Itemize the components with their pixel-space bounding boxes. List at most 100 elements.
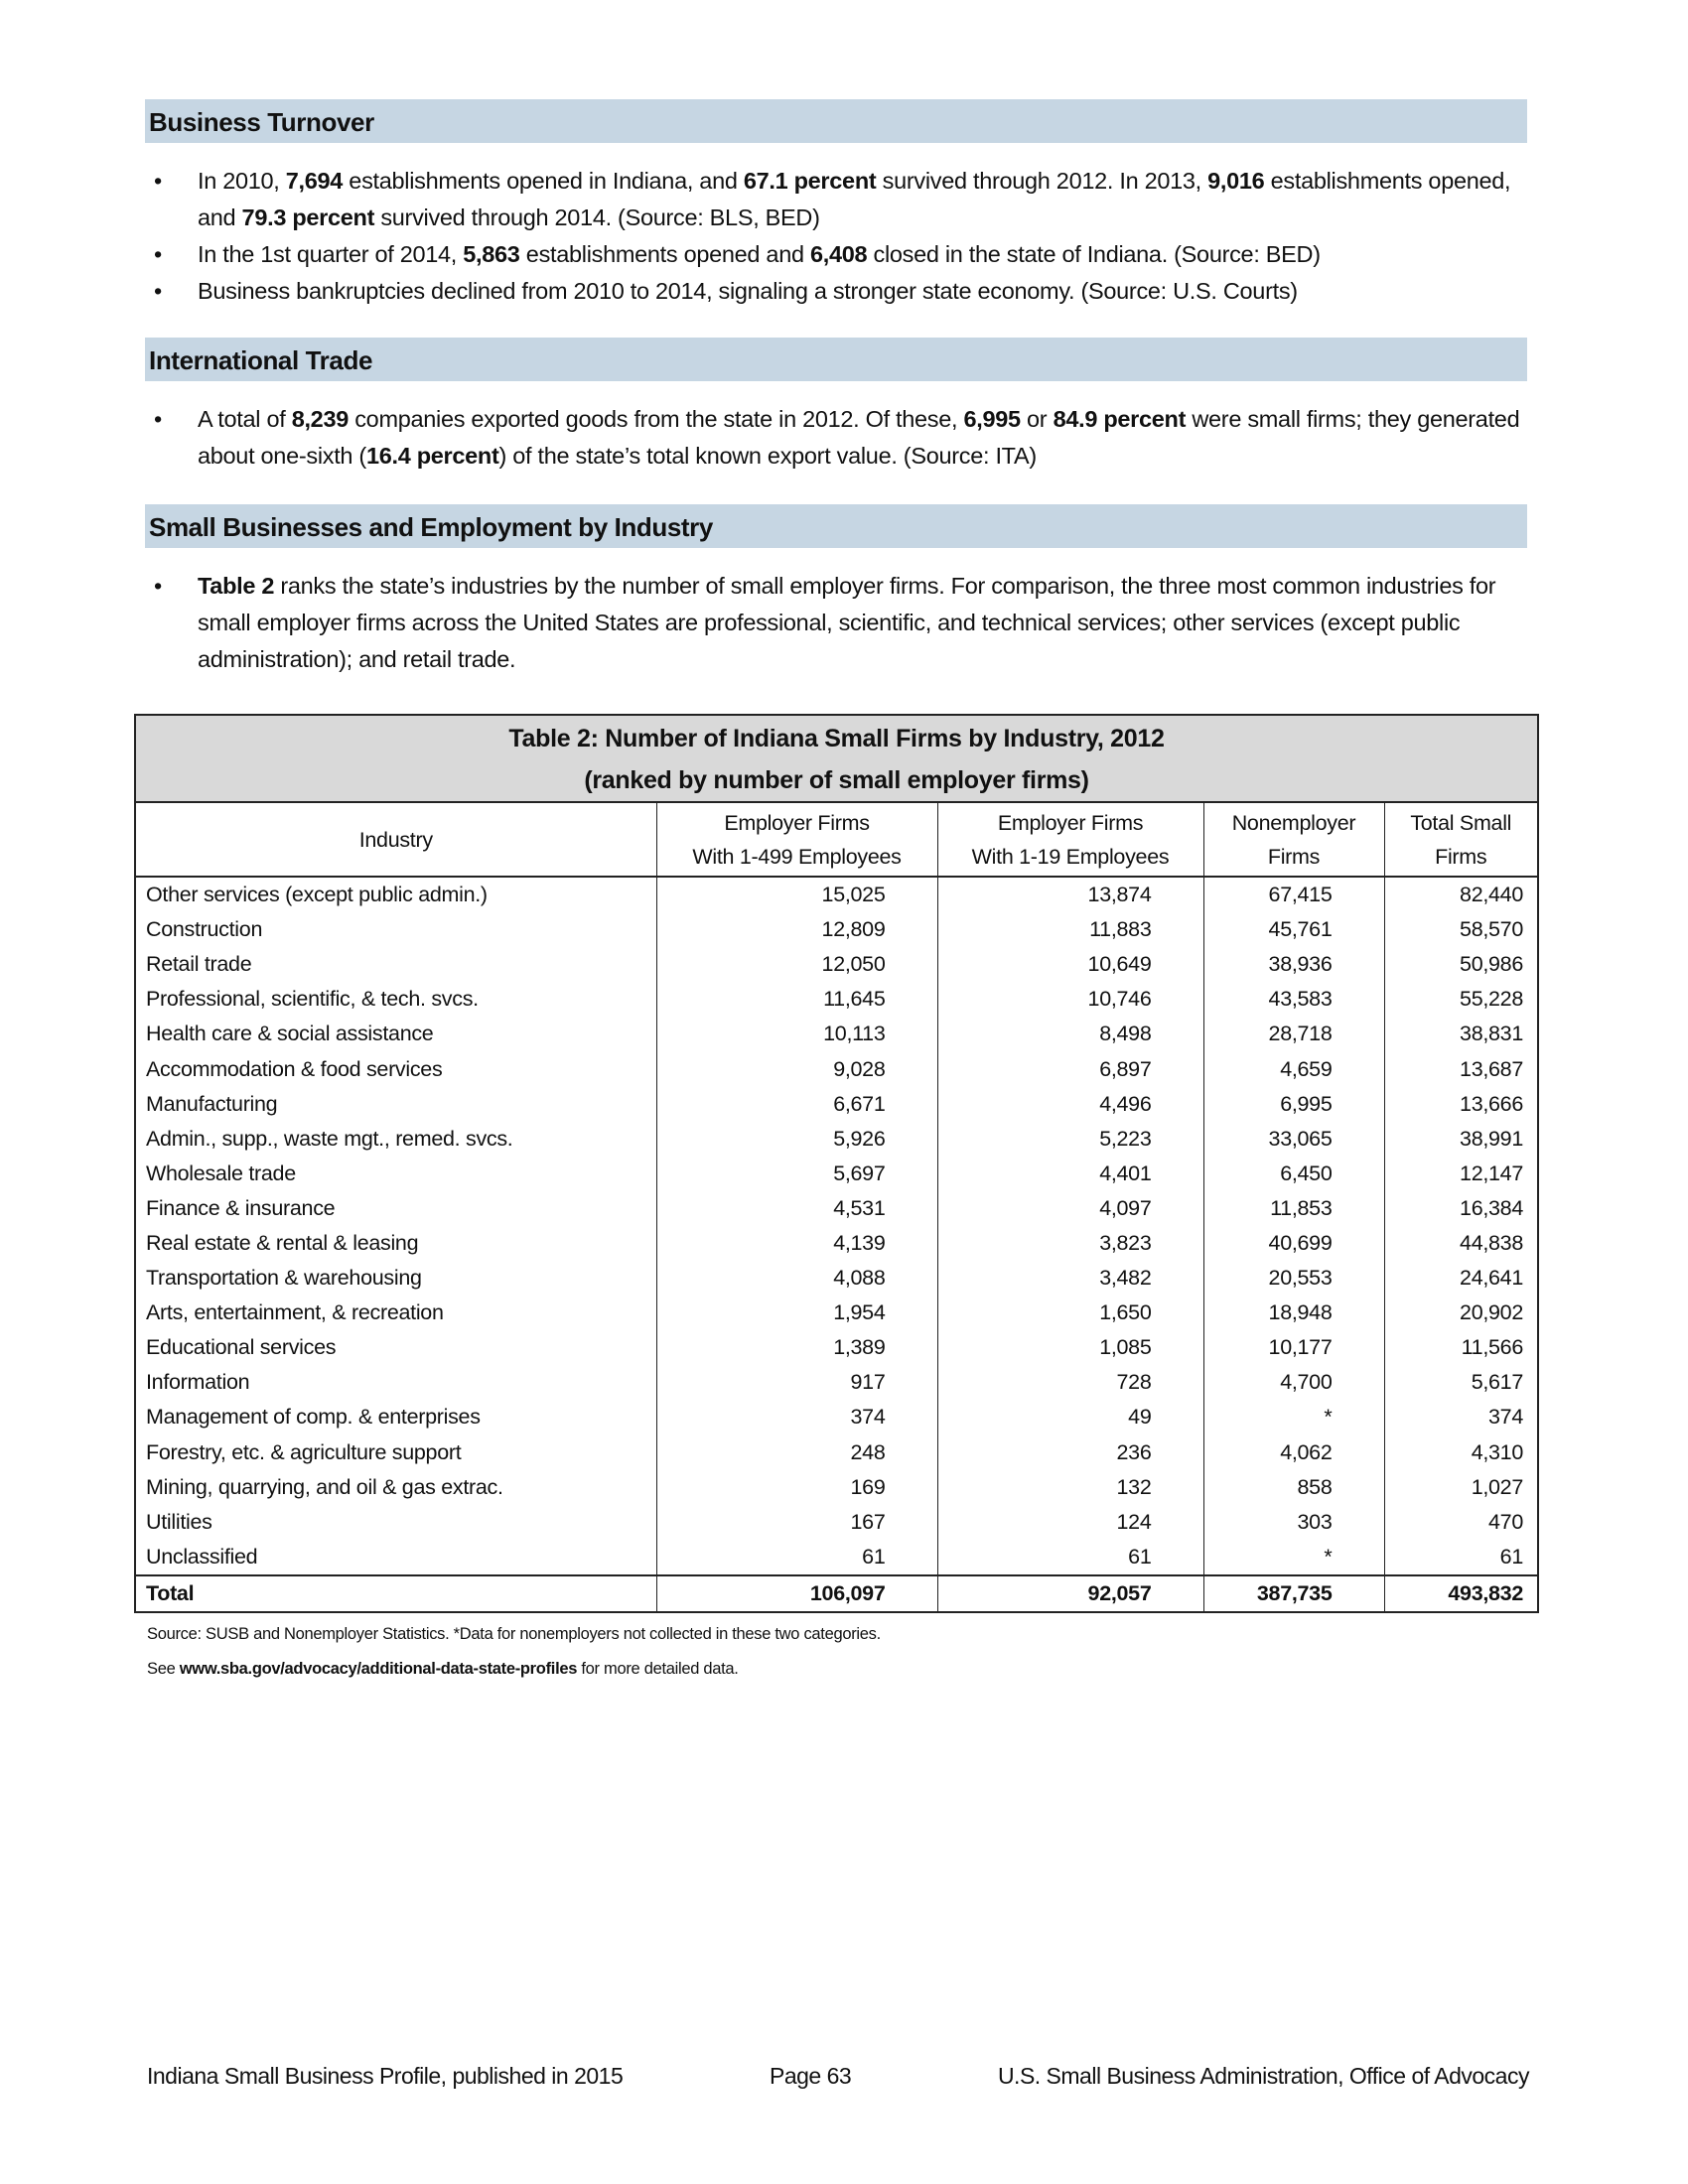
header-line: Total Small	[1410, 810, 1512, 835]
section-heading-industry: Small Businesses and Employment by Indus…	[145, 504, 1527, 548]
column-header: Employer Firms With 1-19 Employees	[936, 803, 1203, 878]
table-row: Health care & social assistance 10,113 8,4…	[136, 1017, 1537, 1052]
table-row: Educational services 1,389 1,085 10,177 11,5…	[136, 1330, 1537, 1366]
cell-value: 33,065	[1202, 1121, 1384, 1157]
cell-value: 5,617	[1383, 1365, 1537, 1401]
bullet-item: • In the 1st quarter of 2014, 5,863 estab…	[154, 236, 1534, 273]
text-run: were small firms; they generated about o…	[198, 406, 1520, 469]
section-heading-international-trade: International Trade	[145, 338, 1527, 381]
heading-text: Business Turnover	[149, 107, 374, 137]
industry-name: Mining, quarrying, and oil & gas extrac.	[146, 1474, 503, 1499]
table-row: Wholesale trade 5,697 4,401 6,450 12,147	[136, 1156, 1537, 1191]
bullet-text: In 2010, 7,694 establishments opened in …	[198, 163, 1534, 236]
text-run: establishments opened in Indiana, and	[343, 168, 744, 194]
footer-right: U.S. Small Business Administration, Offi…	[997, 2063, 1530, 2089]
header-line: Industry	[358, 827, 433, 852]
cell-value: 61	[936, 1539, 1203, 1575]
cell-value: 1,085	[936, 1330, 1203, 1366]
cell-value: 132	[936, 1469, 1203, 1505]
table-title-line2: (ranked by number of small employer firm…	[584, 766, 1089, 794]
cell-value: 4,097	[936, 1190, 1203, 1226]
cell-value: 6,671	[655, 1086, 937, 1122]
text-run: establishments opened and	[519, 241, 810, 267]
cell-value: 858	[1202, 1469, 1384, 1505]
cell-value: 11,853	[1202, 1190, 1384, 1226]
industry-name: Wholesale trade	[146, 1160, 296, 1185]
header-line: Firms	[1267, 844, 1321, 869]
cell-value: 38,936	[1202, 947, 1384, 983]
cell-value: 92,057	[936, 1573, 1203, 1611]
cell-value: 124	[936, 1504, 1203, 1540]
see-post: for more detailed data.	[577, 1659, 739, 1678]
cell-value: 4,088	[655, 1261, 937, 1297]
heading-text: International Trade	[149, 345, 373, 375]
cell-value: 6,897	[936, 1051, 1203, 1087]
see-pre: See	[147, 1659, 180, 1678]
sba-link[interactable]: www.sba.gov/advocacy/additional-data-sta…	[179, 1659, 578, 1678]
cell-value: 6,995	[1202, 1086, 1384, 1122]
cell-value: 10,649	[936, 947, 1203, 983]
cell-value: 169	[655, 1469, 937, 1505]
see-note: See www.sba.gov/advocacy/additional-data…	[147, 1659, 1539, 1679]
bullet-icon: •	[154, 278, 162, 304]
text-run: A total of	[198, 406, 292, 432]
industry-name: Management of comp. & enterprises	[146, 1405, 481, 1430]
page-footer: Indiana Small Business Profile, publishe…	[147, 2063, 1529, 2090]
column-header: Employer Firms With 1-499 Employees	[655, 803, 937, 878]
bullet-text: Table 2 ranks the state’s industries by …	[198, 568, 1534, 678]
cell-value: 18,948	[1202, 1296, 1384, 1331]
bullet-item: • Table 2 ranks the state’s industries by…	[154, 568, 1534, 678]
table-row: Construction 12,809 11,883 45,761 58,570	[136, 912, 1537, 948]
cell-value: 45,761	[1202, 912, 1384, 948]
cell-value: 4,401	[936, 1156, 1203, 1191]
table-row: Utilities 167 124 303 470	[136, 1504, 1537, 1540]
text-run: survived through 2012. In 2013,	[876, 168, 1208, 194]
heading-text: Small Businesses and Employment by Indus…	[149, 512, 713, 542]
cell-value: 1,954	[655, 1296, 937, 1331]
bullet-item: • A total of 8,239 companies exported goo…	[154, 401, 1534, 475]
cell-value: 3,823	[936, 1225, 1203, 1262]
industry-name: Real estate & rental & leasing	[146, 1230, 419, 1255]
table-title: Table 2: Number of Indiana Small Firms b…	[136, 716, 1537, 803]
bullet-icon: •	[154, 168, 162, 194]
table-row: Finance & insurance 4,531 4,097 11,853 16,38…	[136, 1190, 1537, 1226]
bold-figure: 6,995	[963, 406, 1021, 432]
cell-value: 1,389	[655, 1330, 937, 1366]
cell-value: 38,991	[1383, 1121, 1537, 1157]
table-row: Other services (except public admin.) 15,…	[136, 877, 1537, 913]
cell-value: 16,384	[1383, 1190, 1537, 1226]
cell-value: 40,699	[1202, 1225, 1384, 1262]
text-run: closed in the state of Indiana. (Source:…	[867, 241, 1322, 267]
cell-value: 4,496	[936, 1086, 1203, 1122]
cell-value: 13,666	[1383, 1086, 1537, 1122]
industry-name: Educational services	[146, 1335, 337, 1360]
cell-value: 4,700	[1202, 1365, 1384, 1401]
cell-value: 4,531	[655, 1190, 937, 1226]
column-header: Industry	[136, 803, 656, 878]
bold-figure: 6,408	[809, 241, 868, 267]
bullet-text: A total of 8,239 companies exported good…	[198, 401, 1534, 475]
bullet-icon: •	[154, 406, 162, 432]
industry-name: Retail trade	[146, 952, 252, 977]
cell-value: 82,440	[1383, 877, 1537, 913]
cell-value: 24,641	[1383, 1261, 1537, 1297]
industry-name: Manufacturing	[146, 1091, 278, 1116]
cell-value: 167	[655, 1504, 937, 1540]
cell-value: 50,986	[1383, 947, 1537, 983]
bullet-icon: •	[154, 573, 162, 599]
header-line: Nonemployer	[1231, 810, 1356, 835]
cell-value: 6,450	[1202, 1156, 1384, 1191]
page-content: Business Turnover • In 2010, 7,694 establ…	[134, 99, 1539, 1679]
table-row: Retail trade 12,050 10,649 38,936 50,986	[136, 947, 1537, 983]
cell-value: 10,177	[1202, 1330, 1384, 1366]
bullet-list-industry: • Table 2 ranks the state’s industries by…	[134, 568, 1539, 678]
bold-figure: 5,863	[463, 241, 520, 267]
industry-name: Construction	[146, 917, 263, 942]
data-table: Industry Employer Firms With 1-499 Employe…	[136, 803, 1537, 1611]
cell-value: 13,687	[1383, 1051, 1537, 1087]
table-row: Arts, entertainment, & recreation 1,954 1,…	[136, 1296, 1537, 1331]
text-run: companies exported goods from the state …	[349, 406, 964, 432]
cell-value: 5,926	[655, 1121, 937, 1157]
bold-figure: 7,694	[285, 168, 344, 194]
